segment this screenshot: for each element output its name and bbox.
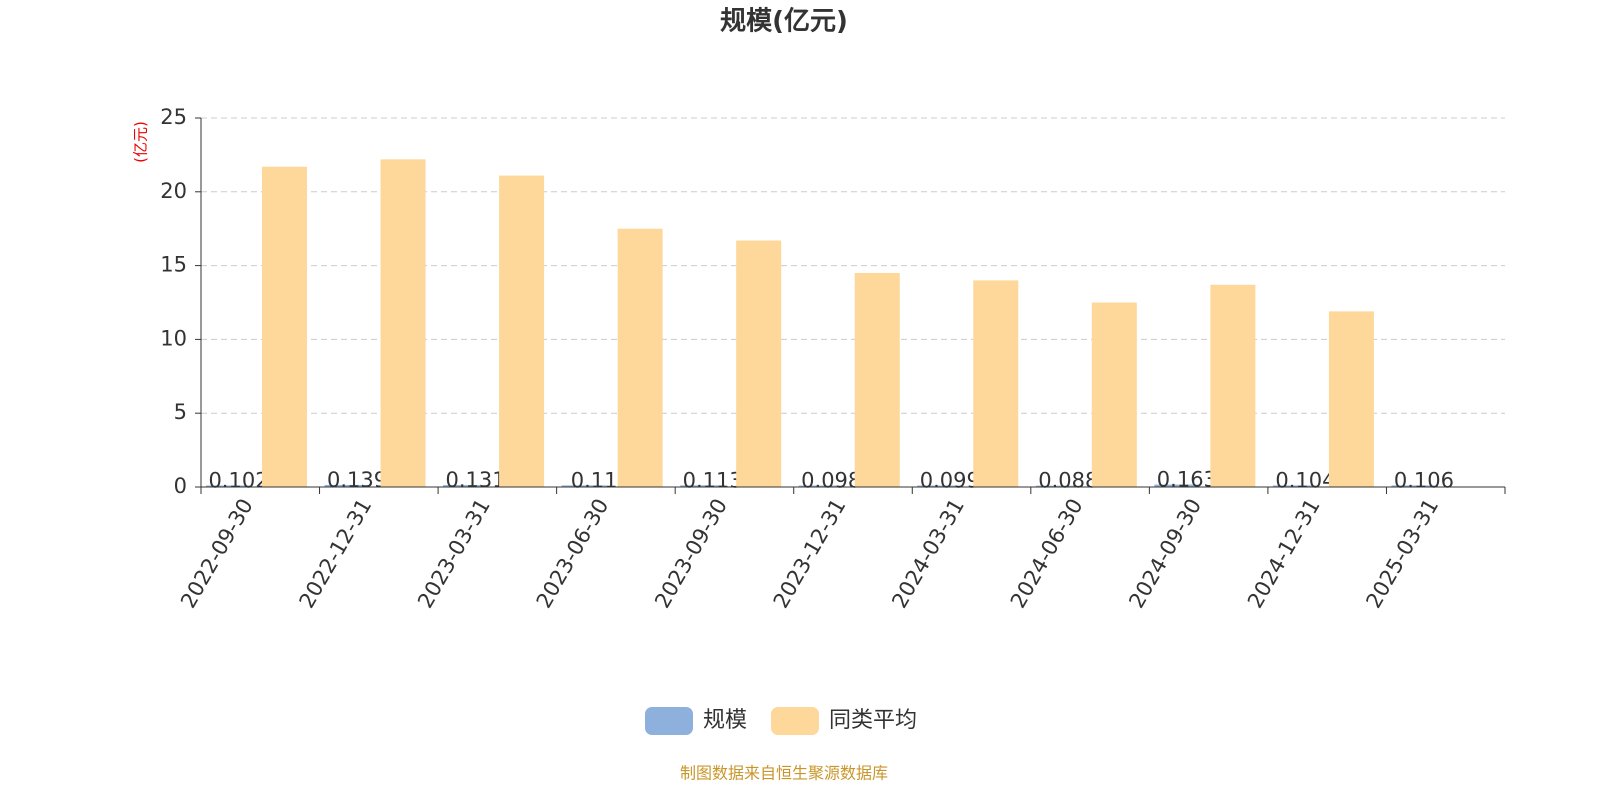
legend-swatch[interactable] bbox=[645, 707, 693, 735]
bar bbox=[680, 485, 726, 487]
chart-title: 规模(亿元) bbox=[720, 7, 848, 37]
legend-label: 规模 bbox=[703, 708, 747, 733]
value-label: 0.102 bbox=[208, 468, 268, 492]
bar bbox=[917, 485, 963, 487]
x-tick-label: 2025-03-31 bbox=[1361, 495, 1443, 613]
x-tick-label: 2024-06-30 bbox=[1006, 495, 1088, 613]
value-label: 0.11 bbox=[571, 468, 618, 492]
bar bbox=[561, 485, 607, 487]
y-tick-label: 20 bbox=[160, 179, 187, 203]
source-note: 制图数据来自恒生聚源数据库 bbox=[680, 764, 888, 783]
x-tick-label: 2023-09-30 bbox=[650, 495, 732, 613]
bar bbox=[798, 485, 844, 487]
x-tick-label: 2024-12-31 bbox=[1243, 495, 1325, 613]
bar bbox=[736, 240, 782, 487]
value-label: 0.104 bbox=[1275, 468, 1335, 492]
y-tick-label: 10 bbox=[160, 326, 187, 350]
y-tick-label: 15 bbox=[160, 253, 187, 277]
value-label: 0.163 bbox=[1157, 468, 1217, 492]
x-tick-label: 2022-12-31 bbox=[295, 495, 377, 613]
legend-label: 同类平均 bbox=[829, 708, 917, 733]
bar bbox=[1035, 485, 1081, 487]
x-tick-label: 2022-09-30 bbox=[176, 495, 258, 613]
y-unit: (亿元) bbox=[132, 121, 150, 163]
x-tick-label: 2023-06-30 bbox=[532, 495, 614, 613]
value-label: 0.131 bbox=[446, 468, 506, 492]
x-tick-label: 2023-12-31 bbox=[769, 495, 851, 613]
bar bbox=[854, 272, 900, 487]
bar bbox=[1210, 284, 1256, 487]
x-tick-label: 2024-09-30 bbox=[1124, 495, 1206, 613]
bar bbox=[1091, 302, 1137, 487]
value-label: 0.113 bbox=[683, 468, 743, 492]
y-tick-label: 0 bbox=[174, 474, 187, 498]
y-tick-label: 5 bbox=[174, 400, 187, 424]
bar bbox=[1272, 485, 1318, 487]
bar bbox=[499, 175, 545, 487]
value-label: 0.088 bbox=[1038, 469, 1098, 493]
value-label: 0.099 bbox=[920, 469, 980, 493]
x-tick-label: 2023-03-31 bbox=[413, 495, 495, 613]
bar bbox=[973, 280, 1019, 487]
bar bbox=[262, 166, 307, 487]
bar bbox=[443, 485, 489, 487]
bar bbox=[380, 159, 426, 487]
value-label: 0.139 bbox=[327, 468, 387, 492]
x-tick-label: 2024-03-31 bbox=[887, 494, 969, 612]
y-tick-label: 25 bbox=[160, 105, 187, 129]
bar bbox=[1154, 484, 1200, 487]
bar bbox=[206, 485, 251, 487]
bar bbox=[1391, 485, 1437, 487]
value-label: 0.106 bbox=[1394, 468, 1454, 492]
legend-swatch[interactable] bbox=[771, 707, 819, 735]
bar bbox=[1328, 311, 1374, 487]
bar bbox=[617, 228, 663, 487]
value-label: 0.098 bbox=[801, 469, 861, 493]
bar bbox=[324, 484, 370, 487]
